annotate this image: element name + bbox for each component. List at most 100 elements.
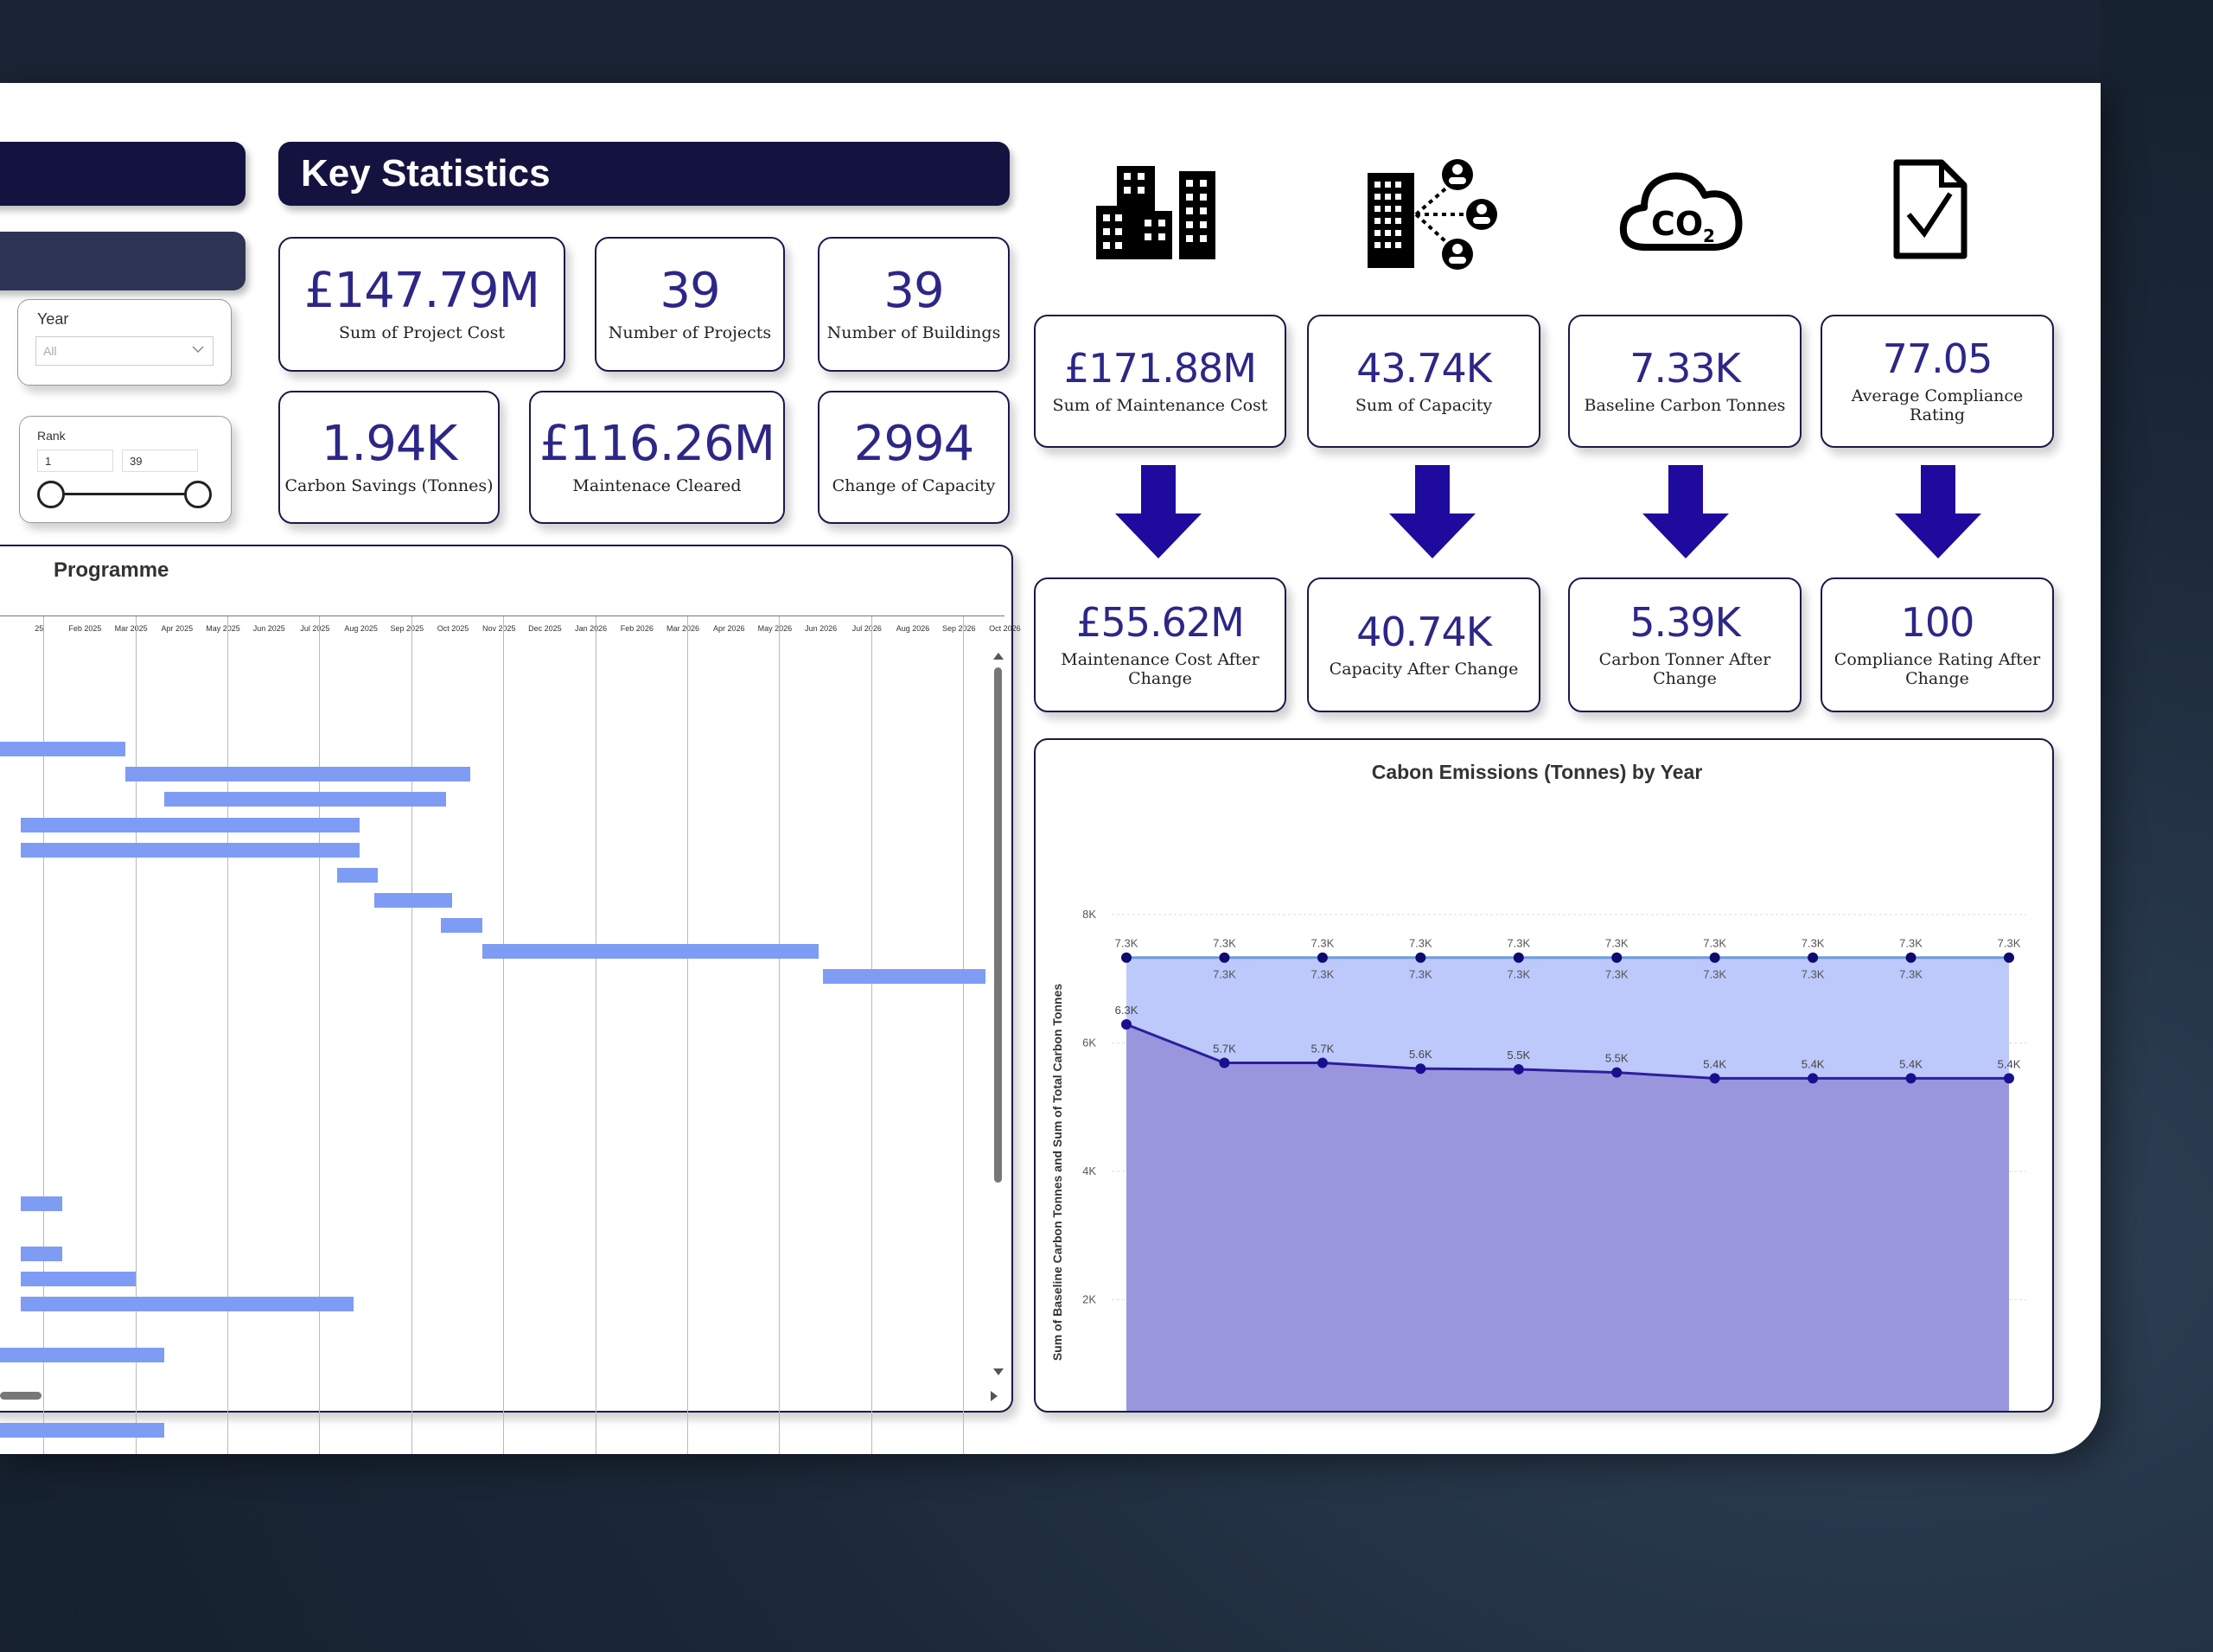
baseline-point xyxy=(1611,952,1623,963)
baseline-data-label: 7.3K xyxy=(1311,937,1335,950)
total-point xyxy=(1317,1057,1328,1068)
kpi-value: 40.74K xyxy=(1356,608,1492,655)
kpi-value: £55.62M xyxy=(1076,598,1245,646)
gantt-vertical-scrollbar[interactable] xyxy=(994,667,1002,1183)
total-point xyxy=(1415,1063,1426,1075)
rank-max-value: 39 xyxy=(130,455,143,468)
building-network-icon xyxy=(1366,154,1501,276)
total-data-label: 6.3K xyxy=(1115,1004,1138,1017)
baseline-data-label: 7.3K xyxy=(1802,937,1825,950)
baseline-point xyxy=(1905,952,1916,963)
total-point xyxy=(1219,1057,1230,1068)
rank-min-value: 1 xyxy=(45,455,52,468)
key-statistics-header: Key Statistics xyxy=(278,142,1010,206)
gantt-scroll-right-icon[interactable] xyxy=(989,1390,999,1406)
baseline-data-label: 7.3K xyxy=(1899,937,1923,950)
total-data-label: 5.4K xyxy=(1802,1057,1825,1070)
kpi-value: 43.74K xyxy=(1356,344,1492,392)
kpi-value: 5.39K xyxy=(1629,598,1741,646)
kpi-baseline-carbon: 7.33K Baseline Carbon Tonnes xyxy=(1568,315,1802,448)
gantt-scroll-up-icon[interactable] xyxy=(992,650,1004,666)
kpi-value: 39 xyxy=(883,262,944,319)
dashboard-panel: Key Statistics Year All Rank 1 39 £147.7… xyxy=(0,83,2101,1454)
kpi-project-cost: £147.79M Sum of Project Cost xyxy=(278,237,565,372)
rank-slider-track[interactable] xyxy=(53,493,200,495)
baseline-inner-label: 7.3K xyxy=(1311,968,1335,981)
rank-filter-card: Rank 1 39 xyxy=(19,416,232,523)
svg-text:CO: CO xyxy=(1651,205,1703,243)
kpi-value: 2994 xyxy=(853,415,975,472)
y-tick-label: 6K xyxy=(1082,1036,1096,1049)
kpi-compliance-after: 100 Compliance Rating After Change xyxy=(1821,577,2054,712)
kpi-label: Maintenance Cost After Change xyxy=(1061,650,1260,689)
y-tick-label: 4K xyxy=(1082,1164,1096,1177)
kpi-value: £116.26M xyxy=(539,415,775,472)
kpi-number-projects: 39 Number of Projects xyxy=(595,237,785,372)
baseline-inner-label: 7.3K xyxy=(1409,968,1432,981)
kpi-number-buildings: 39 Number of Buildings xyxy=(818,237,1010,372)
baseline-point xyxy=(1415,952,1426,963)
co2-cloud-icon: CO 2 xyxy=(1618,161,1746,260)
baseline-point xyxy=(1709,952,1720,963)
kpi-label: Number of Projects xyxy=(608,323,772,343)
total-data-label: 5.4K xyxy=(1703,1057,1726,1070)
kpi-capacity: 43.74K Sum of Capacity xyxy=(1307,315,1540,448)
key-statistics-title: Key Statistics xyxy=(301,152,551,195)
gantt-horizontal-scrollbar[interactable] xyxy=(0,1392,41,1400)
left-header-bar xyxy=(0,142,246,206)
year-filter-card: Year All xyxy=(17,299,232,386)
total-area xyxy=(1126,1024,2009,1411)
baseline-point xyxy=(1808,952,1819,963)
rank-filter-label: Rank xyxy=(37,429,66,443)
baseline-data-label: 7.3K xyxy=(1998,937,2021,950)
baseline-inner-label: 7.3K xyxy=(1802,968,1825,981)
baseline-point xyxy=(1121,952,1132,963)
y-tick-label: 2K xyxy=(1082,1293,1096,1306)
gantt-scroll-down-icon[interactable] xyxy=(992,1366,1004,1381)
year-dropdown-value: All xyxy=(43,344,57,358)
total-point xyxy=(1905,1073,1916,1084)
kpi-label: Baseline Carbon Tonnes xyxy=(1584,396,1786,416)
total-data-label: 5.5K xyxy=(1507,1049,1530,1062)
gantt-task-bar[interactable] xyxy=(0,1423,165,1438)
kpi-maintenance-cleared: £116.26M Maintenace Cleared xyxy=(529,391,785,524)
total-point xyxy=(2004,1073,2014,1084)
kpi-label: Carbon Tonner After Change xyxy=(1598,650,1771,689)
baseline-inner-label: 7.3K xyxy=(1507,968,1530,981)
baseline-data-label: 7.3K xyxy=(1115,937,1138,950)
programme-title: Programme xyxy=(54,558,169,582)
baseline-inner-label: 7.3K xyxy=(1703,968,1726,981)
total-data-label: 5.4K xyxy=(1899,1057,1923,1070)
programme-card: Programme xyxy=(0,545,1013,1413)
y-tick-label: 8K xyxy=(1082,908,1096,921)
kpi-value: £147.79M xyxy=(304,262,540,319)
document-check-icon xyxy=(1891,159,1969,264)
arrow-down-icon xyxy=(1642,465,1729,563)
carbon-area-chart: 0K2K4K6K8K7.3K7.3K7.3K7.3K7.3K7.3K7.3K7.… xyxy=(1050,908,2026,1411)
kpi-label: Sum of Capacity xyxy=(1355,396,1493,416)
kpi-compliance-rating: 77.05 Average Compliance Rating xyxy=(1821,315,2054,448)
baseline-data-label: 7.3K xyxy=(1409,937,1432,950)
rank-min-input[interactable]: 1 xyxy=(37,450,113,472)
rank-slider-max-handle[interactable] xyxy=(184,481,212,508)
kpi-label: Carbon Savings (Tonnes) xyxy=(284,476,494,496)
rank-max-input[interactable]: 39 xyxy=(122,450,198,472)
kpi-value: 77.05 xyxy=(1882,335,1993,382)
baseline-point xyxy=(1513,952,1524,963)
total-point xyxy=(1121,1018,1132,1030)
carbon-chart-card: Cabon Emissions (Tonnes) by Year 0K2K4K6… xyxy=(1034,738,2054,1413)
year-filter-label: Year xyxy=(37,310,69,328)
year-dropdown[interactable]: All xyxy=(35,336,214,366)
rank-slider-min-handle[interactable] xyxy=(37,481,65,508)
total-series-line xyxy=(1126,1023,2009,1080)
kpi-change-capacity: 2994 Change of Capacity xyxy=(818,391,1010,524)
chart-title: Cabon Emissions (Tonnes) by Year xyxy=(1371,761,1703,783)
total-point xyxy=(1513,1063,1524,1075)
kpi-label: Maintenace Cleared xyxy=(572,476,742,496)
kpi-maintenance-after: £55.62M Maintenance Cost After Change xyxy=(1034,577,1286,712)
kpi-carbon-after: 5.39K Carbon Tonner After Change xyxy=(1568,577,1802,712)
baseline-point xyxy=(1317,952,1328,963)
kpi-value: 100 xyxy=(1900,598,1975,646)
kpi-value: 39 xyxy=(660,262,720,319)
arrow-down-icon xyxy=(1389,465,1476,563)
